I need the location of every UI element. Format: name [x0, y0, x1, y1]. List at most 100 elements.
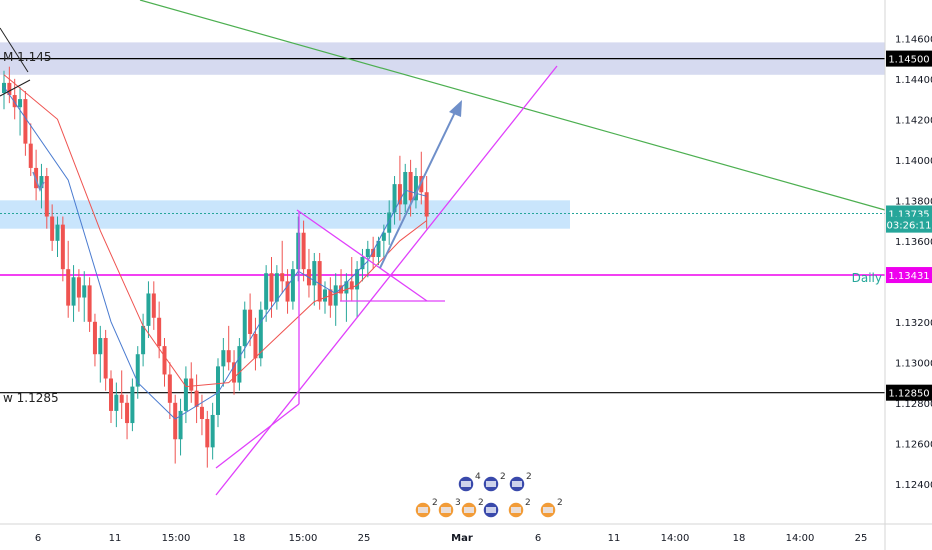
- candle-body: [237, 346, 242, 383]
- candle-body: [50, 216, 55, 241]
- price-tag-label: 1.13431: [888, 271, 929, 282]
- candle-body: [103, 338, 108, 379]
- candle-body: [344, 281, 349, 294]
- candle-body: [189, 378, 194, 391]
- candle-body: [44, 176, 49, 217]
- candle-body: [157, 317, 162, 347]
- candle-body: [371, 248, 376, 258]
- x-tick-label: 18: [733, 533, 746, 544]
- candle-body: [146, 293, 151, 326]
- candle-body: [403, 171, 408, 205]
- candle-body: [12, 95, 17, 108]
- economic-event-icon[interactable]: 3: [437, 498, 461, 519]
- small-arrow: [32, 171, 45, 192]
- time-axis[interactable]: 6 11 15:00 18 15:00 25 Mar 6 11 14:00 18 14:00 25: [35, 533, 868, 544]
- candle-body: [424, 192, 429, 217]
- candle-body: [226, 350, 231, 363]
- x-tick-label: 15:00: [162, 533, 191, 544]
- us-flag-icon: [543, 507, 553, 513]
- x-tick-label: 25: [358, 533, 371, 544]
- candle-body: [376, 240, 381, 258]
- projection-arrow-head: [449, 100, 462, 117]
- candle-body: [66, 269, 71, 306]
- candle-body: [381, 232, 386, 241]
- candle-body: [264, 273, 269, 310]
- economic-event-icon[interactable]: 2: [539, 498, 563, 519]
- economic-event-icon[interactable]: 2: [508, 472, 532, 493]
- price-tag-label: 03:26:11: [887, 221, 932, 232]
- candle-body: [23, 99, 28, 144]
- support-trendline-lower: [215, 403, 300, 469]
- economic-event-icon[interactable]: 2: [414, 498, 438, 519]
- candle-body: [28, 143, 33, 168]
- candle-body: [285, 281, 290, 302]
- us-flag-icon: [486, 481, 496, 487]
- candle-body: [387, 212, 392, 233]
- zone-bands: [0, 42, 885, 229]
- candle-body: [317, 261, 322, 302]
- candle-body: [216, 366, 220, 415]
- candle-body: [55, 224, 60, 241]
- y-tick-label: 1.14200: [895, 115, 932, 126]
- candle-body: [413, 176, 418, 201]
- economic-events[interactable]: 4 2 2 2 3 2 2 2: [414, 472, 563, 519]
- candle-body: [269, 273, 274, 302]
- candle-body: [253, 333, 258, 359]
- price-tag-label: 1.14500: [888, 55, 929, 66]
- event-count-icon: 2: [525, 498, 531, 508]
- us-flag-icon: [418, 507, 428, 513]
- candle-body: [328, 289, 333, 306]
- current-zone: [0, 200, 570, 229]
- y-tick-label: 1.14000: [895, 156, 932, 167]
- candle-body: [360, 257, 365, 270]
- candle-body: [210, 414, 215, 448]
- candle-body: [125, 402, 130, 424]
- price-tag-box: [886, 216, 932, 233]
- candle-body: [76, 277, 81, 298]
- daily-level-label: Daily: [852, 271, 882, 285]
- event-count-icon: 2: [432, 498, 438, 508]
- event-count-icon: 4: [475, 472, 481, 482]
- triangle-top-edge: [296, 209, 428, 302]
- candle-body: [232, 362, 237, 383]
- economic-event-icon[interactable]: 2: [507, 498, 531, 519]
- candle-body: [221, 350, 226, 367]
- y-tick-label: 1.13800: [895, 196, 932, 207]
- economic-event-icon[interactable]: 4: [457, 472, 481, 493]
- y-tick-label: 1.13200: [895, 318, 932, 329]
- old-trendline-b: [0, 79, 31, 97]
- y-tick-label: 1.12800: [895, 399, 932, 410]
- candle-body: [339, 285, 344, 294]
- candle-body: [280, 273, 285, 282]
- candle-body: [296, 232, 301, 270]
- candle-body: [162, 346, 167, 375]
- candle-body: [7, 82, 12, 96]
- x-tick-label: 14:00: [786, 533, 815, 544]
- us-flag-icon: [511, 507, 521, 513]
- economic-event-icon[interactable]: 2: [460, 498, 484, 519]
- candles: [2, 66, 429, 468]
- candle-body: [333, 285, 338, 306]
- candle-body: [355, 269, 360, 290]
- price-tag-box: [886, 384, 932, 401]
- y-tick-label: 1.14600: [895, 34, 932, 45]
- event-count-icon: 2: [526, 472, 532, 482]
- old-trendline-a: [0, 27, 29, 73]
- price-axis[interactable]: 1.12400 1.12600 1.12800 1.13000 1.13200 1.136…: [895, 34, 932, 490]
- y-tick-label: 1.13600: [895, 237, 932, 248]
- candle-body: [194, 390, 199, 407]
- event-count-icon: 2: [500, 472, 506, 482]
- event-count-icon: 2: [557, 498, 563, 508]
- economic-event-icon[interactable]: [482, 501, 500, 519]
- economic-event-icon[interactable]: 2: [482, 472, 506, 493]
- candle-body: [323, 289, 327, 302]
- x-tick-label: 15:00: [289, 533, 318, 544]
- us-flag-icon: [464, 507, 474, 513]
- candle-body: [258, 309, 263, 359]
- candle-body: [18, 99, 23, 108]
- x-tick-label: 6: [35, 533, 41, 544]
- price-tag-label: 1.13735: [888, 209, 929, 220]
- candle-body: [39, 176, 44, 189]
